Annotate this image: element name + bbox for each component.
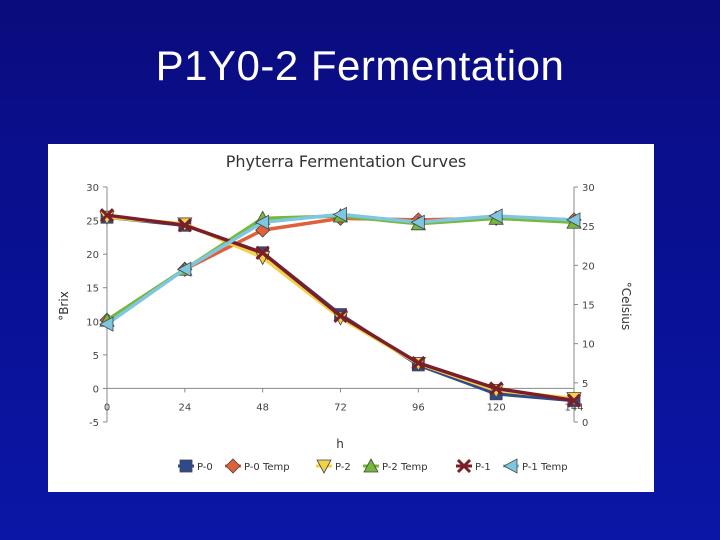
chart-panel: Phyterra Fermentation Curves -5 0 5 10 15 20 2… [48,144,654,492]
slide-title: P1Y0-2 Fermentation [155,42,565,89]
x-tick-label: 144 [564,402,583,413]
x-tick-label: 96 [412,402,425,413]
legend-marker [456,458,472,474]
y-axis-right-label: °Celsius [619,282,633,331]
legend-item-p-2-temp: P-2 Temp [363,458,428,473]
y-right-tick-label: 25 [582,222,595,233]
y-left-tick-label: 0 [93,384,99,395]
y-axis-left-label: °Brix [57,291,71,321]
legend-label: P-0 Temp [244,462,290,473]
legend-marker [503,458,518,474]
legend-label: P-1 [475,462,491,473]
chart-axes: -5 0 5 10 15 20 25 30 0 5 10 15 20 25 30 0 24 48 72 96 120 14… [86,183,594,429]
legend-item-p-1-temp: P-1 Temp [503,458,568,474]
point-p-1-temp [99,316,114,332]
series-line-p-1 [106,213,575,403]
y-right-tick-label: 30 [582,183,595,194]
series-p-1-temp [99,206,581,332]
y-left-tick-label: -5 [89,418,99,429]
y-right-tick-label: 5 [582,379,588,390]
legend-marker-stroke-b [456,458,472,474]
legend-label: P-0 [197,462,213,473]
legend-label: P-1 Temp [522,462,568,473]
point-p-1-temp [410,214,425,230]
point-p-1 [177,218,192,233]
series-line-p-2-temp [106,214,575,322]
legend-item-p-1: P-1 [456,458,491,474]
chart-title: Phyterra Fermentation Curves [226,152,467,171]
point-p-1-stroke-b [566,393,582,408]
point-p-1-stroke-b [99,208,115,223]
point-p-1-temp [566,212,581,228]
y-right-tick-label: 20 [582,261,595,272]
legend-marker [179,459,193,473]
y-right-tick-label: 10 [582,340,595,351]
point-p-1 [333,308,348,323]
x-tick-label: 48 [256,402,269,413]
point-p-1-stroke-b [255,245,270,260]
point-p-1-stroke-b [489,381,504,396]
x-tick-label: 24 [178,402,191,413]
point-p-1 [566,393,582,408]
legend-label: P-2 Temp [382,462,428,473]
legend-label: P-2 [335,462,351,473]
series-p-1 [99,208,582,408]
legend-marker [225,458,241,474]
x-tick-label: 120 [487,402,506,413]
y-left-tick-label: 25 [86,217,99,228]
point-p-1-temp [488,208,503,224]
title-band [0,0,720,150]
y-right-tick-label: 0 [582,418,588,429]
point-p-1-stroke-b [411,355,426,370]
y-left-tick-label: 10 [86,317,99,328]
y-left-tick-label: 20 [86,250,99,261]
point-p-1-temp [176,261,192,277]
point-p-1-temp [254,214,270,230]
point-p-1-temp [332,206,347,223]
y-right-tick-label: 15 [582,301,595,312]
legend-item-p-0-temp: P-0 Temp [225,458,290,474]
series-line-p-2 [106,215,575,401]
fermentation-chart: Phyterra Fermentation Curves -5 0 5 10 15 20 2… [57,152,633,474]
point-p-1 [489,381,504,396]
point-p-1 [255,245,270,260]
y-left-tick-label: 15 [86,284,99,295]
x-tick-label: 72 [334,402,347,413]
x-axis-label: h [336,437,344,451]
x-tick-label: 0 [104,402,110,413]
chart-series [99,206,582,408]
y-left-tick-label: 5 [93,351,99,362]
point-p-1-stroke-b [333,308,348,323]
legend-marker [363,458,379,473]
series-p-0 [100,210,581,407]
point-p-1-stroke-b [177,218,192,233]
legend-marker [316,459,332,474]
y-left-tick-label: 30 [86,183,99,194]
chart-legend: P-0 P-0 Temp P-2 P-2 Temp P-1 P-1 Temp [178,458,568,474]
point-p-1 [411,355,426,370]
point-p-1 [99,208,115,223]
legend-item-p-0: P-0 [178,459,213,473]
legend-item-p-2: P-2 [316,459,351,474]
